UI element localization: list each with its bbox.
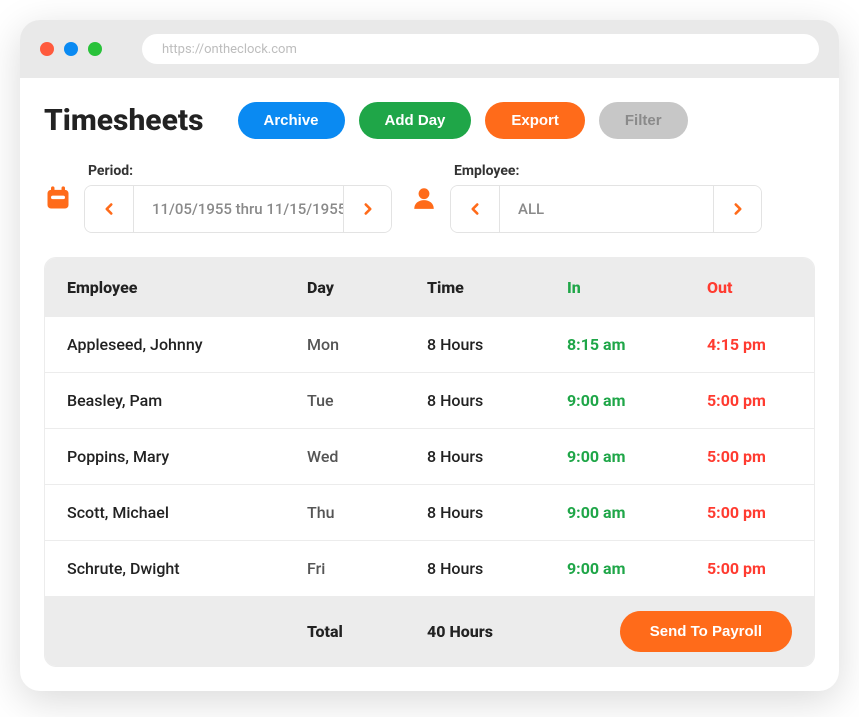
send-to-payroll-button[interactable]: Send To Payroll bbox=[620, 611, 792, 652]
table-footer: Total 40 Hours Send To Payroll bbox=[45, 596, 814, 666]
employee-value[interactable]: ALL bbox=[499, 186, 713, 232]
window-maximize-dot[interactable] bbox=[88, 42, 102, 56]
window-close-dot[interactable] bbox=[40, 42, 54, 56]
table-row[interactable]: Schrute, DwightFri8 Hours9:00 am5:00 pm bbox=[45, 540, 814, 596]
table-body: Appleseed, JohnnyMon8 Hours8:15 am4:15 p… bbox=[45, 316, 814, 596]
cell-in: 8:15 am bbox=[567, 335, 707, 354]
col-employee: Employee bbox=[67, 278, 307, 297]
employee-selector-group: Employee: ALL bbox=[410, 163, 762, 233]
selectors-row: Period: 11/05/1955 thru 11/15/1955 bbox=[44, 163, 815, 233]
table-row[interactable]: Scott, MichaelThu8 Hours9:00 am5:00 pm bbox=[45, 484, 814, 540]
employee-label: Employee: bbox=[454, 163, 762, 179]
window-minimize-dot[interactable] bbox=[64, 42, 78, 56]
total-label: Total bbox=[307, 622, 427, 641]
add-day-button[interactable]: Add Day bbox=[359, 102, 472, 139]
page-content: Timesheets Archive Add Day Export Filter… bbox=[20, 78, 839, 691]
cell-time: 8 Hours bbox=[427, 335, 567, 354]
cell-day: Thu bbox=[307, 503, 427, 522]
cell-in: 9:00 am bbox=[567, 559, 707, 578]
col-day: Day bbox=[307, 278, 427, 297]
cell-in: 9:00 am bbox=[567, 503, 707, 522]
cell-in: 9:00 am bbox=[567, 447, 707, 466]
window-controls bbox=[40, 42, 102, 56]
chevron-left-icon bbox=[100, 200, 118, 218]
period-label: Period: bbox=[88, 163, 392, 179]
cell-out: 5:00 pm bbox=[707, 391, 792, 410]
cell-out: 4:15 pm bbox=[707, 335, 792, 354]
period-prev-button[interactable] bbox=[85, 186, 133, 232]
chevron-right-icon bbox=[729, 200, 747, 218]
cell-employee: Scott, Michael bbox=[67, 503, 307, 522]
total-value: 40 Hours bbox=[427, 622, 567, 641]
filter-button[interactable]: Filter bbox=[599, 102, 688, 139]
cell-day: Fri bbox=[307, 559, 427, 578]
cell-time: 8 Hours bbox=[427, 391, 567, 410]
cell-employee: Poppins, Mary bbox=[67, 447, 307, 466]
period-next-button[interactable] bbox=[343, 186, 391, 232]
cell-out: 5:00 pm bbox=[707, 559, 792, 578]
employee-next-button[interactable] bbox=[713, 186, 761, 232]
url-bar[interactable]: https://ontheclock.com bbox=[142, 34, 819, 64]
chevron-right-icon bbox=[359, 200, 377, 218]
table-row[interactable]: Appleseed, JohnnyMon8 Hours8:15 am4:15 p… bbox=[45, 316, 814, 372]
cell-time: 8 Hours bbox=[427, 559, 567, 578]
app-window: https://ontheclock.com Timesheets Archiv… bbox=[20, 20, 839, 691]
cell-employee: Schrute, Dwight bbox=[67, 559, 307, 578]
cell-time: 8 Hours bbox=[427, 503, 567, 522]
period-selector-group: Period: 11/05/1955 thru 11/15/1955 bbox=[44, 163, 392, 233]
timesheet-table: Employee Day Time In Out Appleseed, John… bbox=[44, 257, 815, 667]
table-header: Employee Day Time In Out bbox=[45, 258, 814, 316]
cell-day: Tue bbox=[307, 391, 427, 410]
cell-time: 8 Hours bbox=[427, 447, 567, 466]
calendar-icon bbox=[44, 184, 72, 212]
cell-in: 9:00 am bbox=[567, 391, 707, 410]
col-time: Time bbox=[427, 278, 567, 297]
table-row[interactable]: Poppins, MaryWed8 Hours9:00 am5:00 pm bbox=[45, 428, 814, 484]
page-title: Timesheets bbox=[44, 103, 204, 138]
header-row: Timesheets Archive Add Day Export Filter bbox=[44, 102, 815, 139]
col-out: Out bbox=[707, 278, 792, 297]
cell-day: Wed bbox=[307, 447, 427, 466]
employee-stepper: ALL bbox=[450, 185, 762, 233]
period-stepper: 11/05/1955 thru 11/15/1955 bbox=[84, 185, 392, 233]
cell-day: Mon bbox=[307, 335, 427, 354]
cell-out: 5:00 pm bbox=[707, 503, 792, 522]
cell-out: 5:00 pm bbox=[707, 447, 792, 466]
browser-titlebar: https://ontheclock.com bbox=[20, 20, 839, 78]
chevron-left-icon bbox=[466, 200, 484, 218]
archive-button[interactable]: Archive bbox=[238, 102, 345, 139]
employee-prev-button[interactable] bbox=[451, 186, 499, 232]
export-button[interactable]: Export bbox=[485, 102, 585, 139]
person-icon bbox=[410, 184, 438, 212]
col-in: In bbox=[567, 278, 707, 297]
period-value[interactable]: 11/05/1955 thru 11/15/1955 bbox=[133, 186, 343, 232]
cell-employee: Appleseed, Johnny bbox=[67, 335, 307, 354]
table-row[interactable]: Beasley, PamTue8 Hours9:00 am5:00 pm bbox=[45, 372, 814, 428]
cell-employee: Beasley, Pam bbox=[67, 391, 307, 410]
